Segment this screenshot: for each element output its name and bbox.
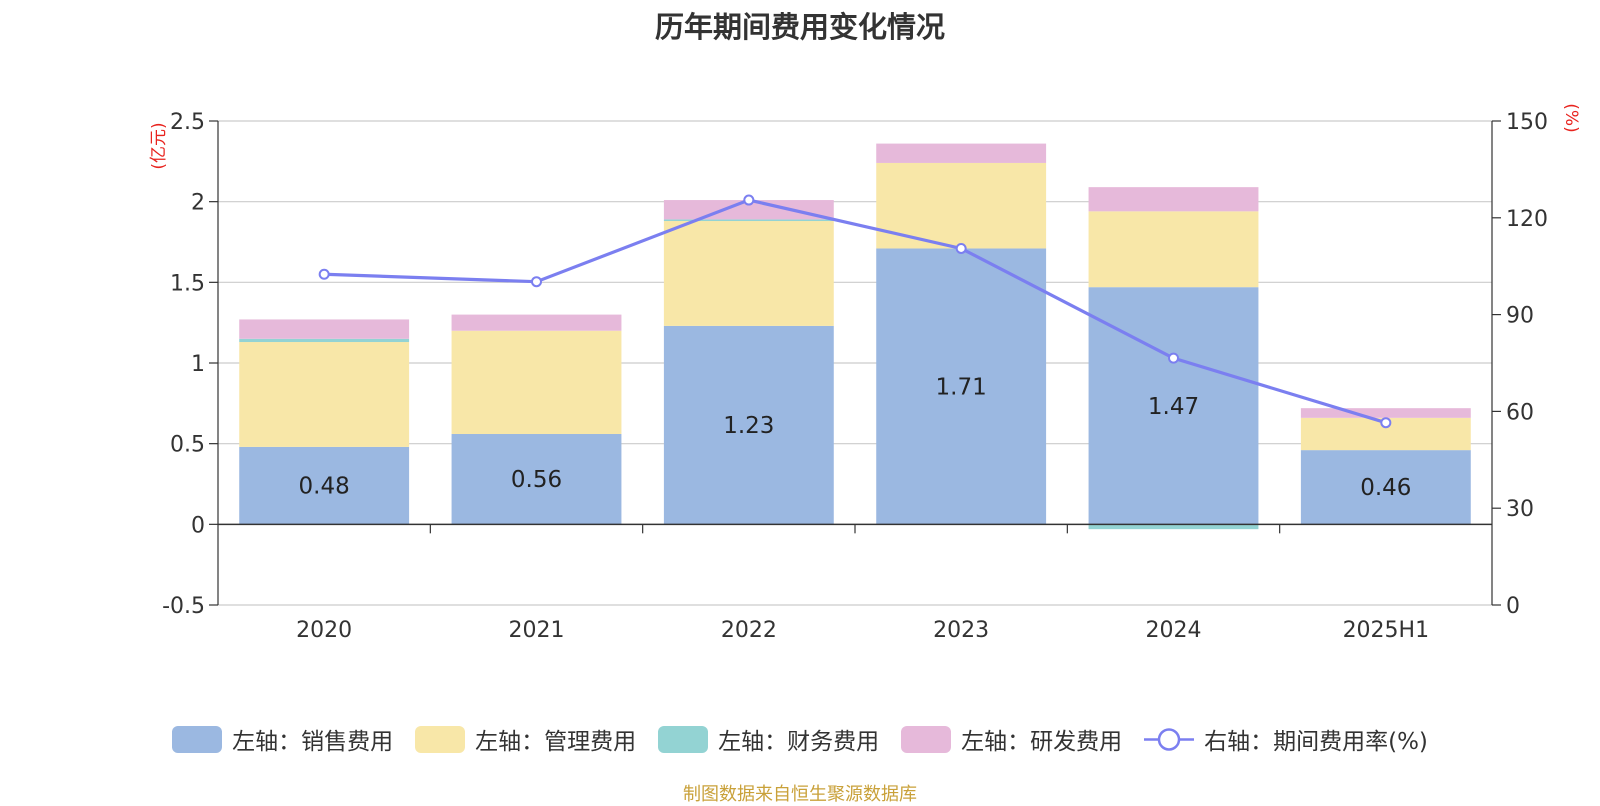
left-axis-tick-label: -0.5 bbox=[162, 594, 205, 619]
bar-data-label: 1.71 bbox=[936, 374, 987, 400]
legend-swatch-rnd bbox=[901, 725, 952, 753]
chart-title: 历年期间费用变化情况 bbox=[654, 10, 945, 44]
x-axis-tick-label: 2024 bbox=[1146, 618, 1202, 643]
x-axis-tick-label: 2023 bbox=[933, 618, 989, 643]
legend-label-rate: 右轴：期间费用率(%) bbox=[1204, 729, 1428, 755]
bar-segment bbox=[663, 219, 834, 222]
data-source-note: 制图数据来自恒生聚源数据库 bbox=[683, 784, 917, 805]
left-axis-tick-label: 0.5 bbox=[170, 433, 205, 458]
bar-segment bbox=[239, 338, 410, 343]
bar-segment bbox=[663, 221, 834, 326]
bar-segment bbox=[451, 330, 622, 434]
legend-item-rate[interactable]: 右轴：期间费用率(%) bbox=[1144, 722, 1428, 756]
left-axis-tick-label: 2.5 bbox=[170, 110, 205, 135]
legend-label-finance: 左轴：财务费用 bbox=[718, 729, 880, 755]
rate-data-point bbox=[743, 194, 755, 206]
x-axis-tick-label: 2022 bbox=[721, 618, 777, 643]
bar-segment bbox=[1088, 287, 1259, 525]
bar-data-label: 1.23 bbox=[723, 413, 774, 439]
rate-series-line bbox=[324, 198, 1387, 425]
right-axis-tick-label: 150 bbox=[1506, 110, 1548, 135]
bar-data-label: 0.56 bbox=[511, 467, 562, 493]
right-axis-tick-label: 90 bbox=[1506, 304, 1534, 329]
bar-segment bbox=[451, 314, 622, 331]
left-axis-tick-label: 2 bbox=[191, 191, 205, 216]
legend-label-rnd: 左轴：研发费用 bbox=[961, 729, 1123, 755]
left-axis-tick-label: 1.5 bbox=[170, 271, 205, 296]
bar-segment bbox=[451, 433, 622, 525]
rate-data-point bbox=[318, 268, 330, 280]
bar-segment bbox=[239, 446, 410, 525]
rate-data-point bbox=[1380, 417, 1392, 429]
bar-segment bbox=[1300, 408, 1471, 418]
right-axis-tick-label: 0 bbox=[1506, 594, 1520, 619]
legend-swatch-admin bbox=[415, 725, 466, 753]
legend-swatch-finance bbox=[658, 725, 709, 753]
rate-data-point bbox=[1168, 352, 1179, 364]
bar-data-label: 0.48 bbox=[299, 474, 350, 500]
right-axis-tick-label: 120 bbox=[1506, 207, 1548, 232]
x-axis-tick-label: 2020 bbox=[296, 618, 352, 643]
right-axis-unit-label: (%) bbox=[1561, 103, 1581, 132]
bar-segment bbox=[876, 248, 1047, 525]
legend-item-sales[interactable]: 左轴：销售费用 bbox=[172, 722, 393, 756]
bar-segment bbox=[239, 342, 410, 447]
bar-segment bbox=[1088, 524, 1259, 530]
bar-data-label: 0.46 bbox=[1360, 475, 1411, 501]
left-axis-unit-label: (亿元) bbox=[149, 122, 169, 169]
bar-segment bbox=[1088, 211, 1259, 288]
bar-segment bbox=[663, 200, 834, 220]
left-axis-tick-label: 0 bbox=[191, 513, 205, 538]
legend-label-admin: 左轴：管理费用 bbox=[475, 729, 637, 755]
legend-item-rnd[interactable]: 左轴：研发费用 bbox=[901, 722, 1122, 756]
bar-segment bbox=[663, 325, 834, 525]
chart-legend: 左轴：销售费用 左轴：管理费用 左轴：财务费用 左轴：研发费用 右轴：期间费用率… bbox=[0, 720, 1600, 758]
bar-data-label: 1.47 bbox=[1148, 394, 1199, 420]
legend-item-finance[interactable]: 左轴：财务费用 bbox=[658, 722, 879, 756]
legend-swatch-sales bbox=[172, 725, 223, 753]
bar-segment bbox=[1300, 450, 1471, 525]
left-axis-tick-label: 1 bbox=[191, 352, 205, 377]
rate-data-point bbox=[531, 276, 542, 288]
rate-data-point bbox=[955, 242, 967, 254]
x-axis-tick-label: 2021 bbox=[509, 618, 565, 643]
legend-label-sales: 左轴：销售费用 bbox=[232, 729, 394, 755]
bar-segment bbox=[876, 143, 1047, 163]
legend-item-admin[interactable]: 左轴：管理费用 bbox=[415, 722, 636, 756]
bar-segment bbox=[239, 319, 410, 339]
legend-line-marker-icon bbox=[1144, 727, 1195, 751]
x-axis-tick-label: 2025H1 bbox=[1343, 618, 1430, 643]
right-axis-tick-label: 30 bbox=[1506, 497, 1534, 522]
right-axis-tick-label: 60 bbox=[1506, 400, 1534, 425]
bar-segment bbox=[1088, 187, 1259, 212]
